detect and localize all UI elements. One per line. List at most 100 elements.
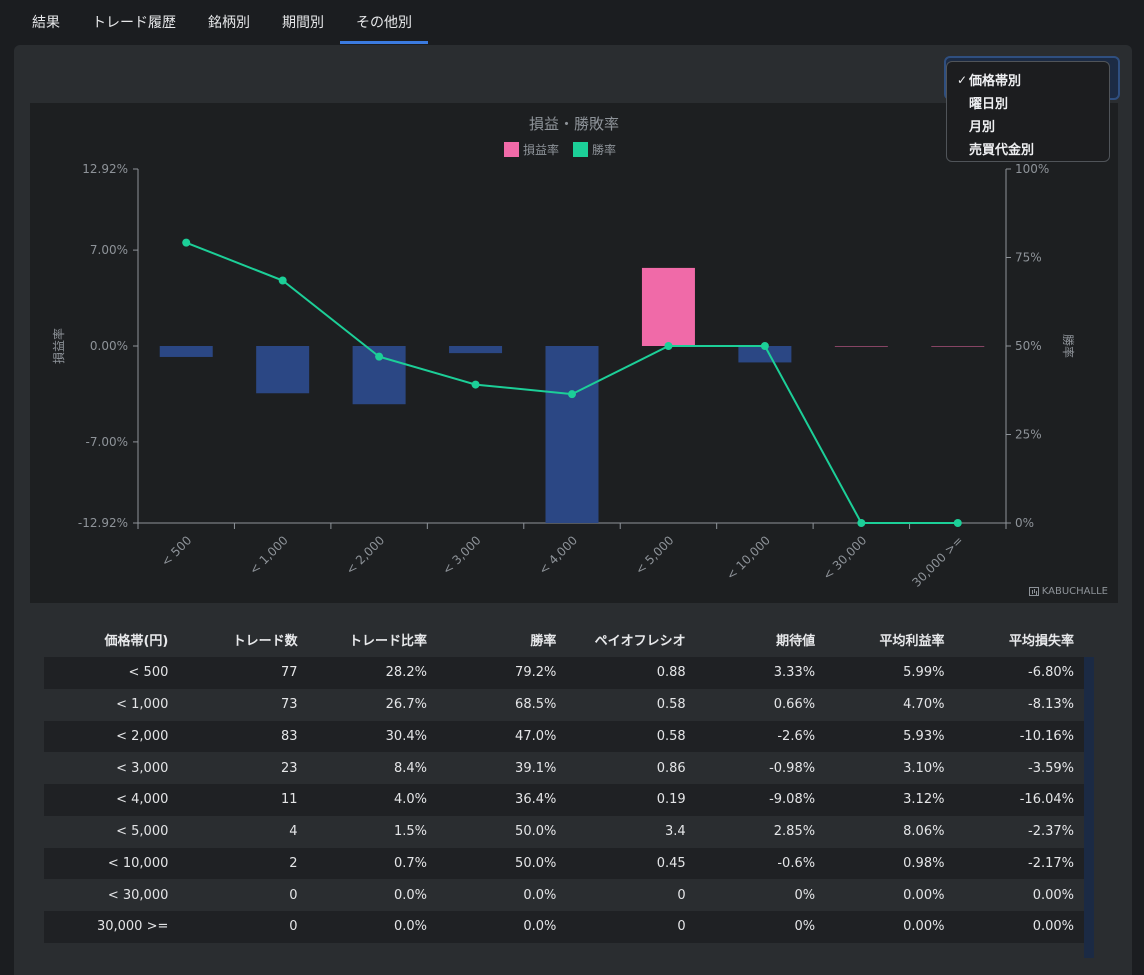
legend-label-winrate: 勝率 (592, 143, 617, 157)
table-cell: -0.98% (769, 760, 816, 776)
table-row: < 10,000 2 0.7% 50.0% 0.45 -0.6% 0.98% -2.17% (44, 847, 1084, 880)
menu-item-weekday[interactable]: 曜日別 (947, 91, 1109, 114)
table-cell: 83 (281, 728, 298, 744)
x-tick-label: < 5,000 (633, 533, 677, 577)
legend-label-pnl: 損益率 (523, 143, 560, 157)
table-cell: 26.7% (385, 697, 427, 713)
menu-item-month[interactable]: 月別 (947, 114, 1109, 137)
table-cell: 0.19 (656, 792, 686, 808)
tab-by-period[interactable]: 期間別 (282, 15, 324, 31)
table-cell: 4.70% (903, 697, 945, 713)
table-cell: 3.4 (664, 824, 686, 840)
table-cell: < 5,000 (116, 824, 169, 840)
tab-trade-history[interactable]: トレード履歴 (92, 15, 176, 31)
bar-pnl (641, 267, 695, 346)
table-cell: 36.4% (515, 792, 557, 808)
col-header-trade-ratio[interactable]: トレード比率 (348, 634, 427, 649)
x-tick-label: < 2,000 (343, 533, 387, 577)
table-cell: < 2,000 (116, 728, 169, 744)
y-right-axis-label: 勝率 (1061, 334, 1076, 358)
y-left-axis-label: 損益率 (51, 328, 66, 364)
y-left-tick-label: 0.00% (90, 339, 128, 353)
table-cell: 2 (289, 855, 298, 871)
table-cell: 8.06% (903, 824, 945, 840)
table-row: < 500 77 28.2% 79.2% 0.88 3.33% 5.99% -6.80% (44, 657, 1084, 689)
table-cell: 3.12% (903, 792, 945, 808)
legend-item-winrate[interactable]: 勝率 (573, 141, 616, 158)
legend-item-pnl[interactable]: 損益率 (504, 141, 559, 158)
table-row: 30,000 >= 0 0.0% 0.0% 0 0% 0.00% 0.00% (44, 911, 1084, 943)
table-cell: -6.80% (1028, 665, 1074, 681)
menu-item-trading-value[interactable]: 売買代金別 (947, 137, 1109, 160)
bar-pnl (449, 346, 503, 354)
table-cell: 79.2% (515, 665, 557, 681)
bar-pnl (545, 346, 599, 523)
col-header-payoff-ratio[interactable]: ペイオフレシオ (594, 634, 686, 649)
chart-title: 損益・勝敗率 (528, 115, 619, 133)
y-left-tick-label: 12.92% (82, 162, 128, 176)
y-right-tick-label: 100% (1015, 162, 1049, 176)
table-cell: -8.13% (1028, 697, 1074, 713)
menu-item-label: 価格帯別 (969, 74, 1022, 89)
point-winrate (857, 519, 866, 527)
table-cell: 4.0% (393, 792, 427, 808)
table-cell: 11 (281, 792, 298, 808)
table-cell: < 1,000 (116, 697, 169, 713)
table-cell: 0% (794, 887, 816, 903)
y-left-tick-label: 7.00% (90, 243, 128, 257)
table-cell: -2.17% (1028, 855, 1074, 871)
table-cell: 5.93% (903, 728, 945, 744)
table-cell: 0.00% (903, 887, 945, 903)
point-winrate (375, 352, 384, 361)
col-header-win-rate[interactable]: 勝率 (530, 634, 557, 649)
x-tick-label: < 3,000 (440, 533, 484, 577)
x-tick-label: < 1,000 (247, 533, 291, 577)
tab-other[interactable]: その他別 (340, 0, 428, 44)
pnl-winrate-chart: 損益・勝敗率 損益率 勝率 12.92% 7.00% 0.00% -7.00% -12.… (30, 103, 1118, 603)
table-cell: 0.00% (1032, 887, 1074, 903)
table-cell: 0.66% (773, 697, 816, 713)
tab-by-stock[interactable]: 銘柄別 (208, 15, 250, 31)
table-cell: 0 (289, 887, 298, 903)
table-cell: < 10,000 (107, 855, 169, 871)
table-cell: 0.88 (656, 665, 686, 681)
y-left-tick-label: -7.00% (86, 435, 128, 449)
point-winrate (471, 380, 480, 389)
col-header-trade-count[interactable]: トレード数 (232, 634, 298, 649)
table-cell: < 3,000 (116, 760, 169, 776)
tab-results[interactable]: 結果 (32, 15, 60, 31)
y-right-tick-label: 25% (1015, 428, 1042, 442)
x-tick-label: 30,000 >= (909, 533, 966, 590)
x-tick-label: < 500 (158, 533, 194, 569)
table-cell: 3.10% (903, 760, 945, 776)
check-icon: ✓ (956, 72, 967, 87)
bar-pnl (159, 346, 213, 357)
watermark-text: KABUCHALLE (1041, 586, 1108, 597)
menu-item-price-band[interactable]: ✓ 価格帯別 (947, 68, 1109, 91)
table-row: < 5,000 4 1.5% 50.0% 3.4 2.85% 8.06% -2.37% (44, 815, 1084, 848)
table-scrollbar[interactable] (1084, 657, 1094, 958)
col-header-price-band[interactable]: 価格帯(円) (104, 634, 169, 649)
y-right-tick-label: 50% (1015, 339, 1042, 353)
table-cell: < 30,000 (107, 887, 169, 903)
stats-table: 価格帯(円) トレード数 トレード比率 勝率 ペイオフレシオ 期待値 平均利益率… (44, 622, 1084, 943)
table-cell: < 4,000 (116, 792, 169, 808)
chart-plot: 12.92% 7.00% 0.00% -7.00% -12.92% 100% 75% 50% 2… (51, 162, 1076, 590)
legend-swatch-winrate (573, 142, 589, 157)
col-header-avg-profit[interactable]: 平均利益率 (879, 634, 945, 649)
table-row: < 4,000 11 4.0% 36.4% 0.19 -9.08% 3.12% -16.04% (44, 784, 1084, 816)
col-header-expected-value[interactable]: 期待値 (776, 634, 816, 649)
table-cell: 0% (794, 919, 816, 935)
table-row: < 30,000 0 0.0% 0.0% 0 0% 0.00% 0.00% (44, 879, 1084, 911)
table-cell: 0.45 (656, 855, 686, 871)
watermark: KABUCHALLE (1028, 586, 1108, 597)
table-cell: 4 (289, 824, 298, 840)
table-cell: 2.85% (773, 824, 816, 840)
col-header-avg-loss[interactable]: 平均損失率 (1008, 634, 1074, 649)
table-cell: 0.7% (393, 855, 427, 871)
table-cell: -2.6% (777, 728, 816, 744)
menu-item-label: 売買代金別 (969, 143, 1035, 158)
table-cell: 0.00% (1032, 919, 1074, 935)
table-cell: 0.0% (523, 887, 557, 903)
menu-item-label: 曜日別 (969, 97, 1009, 112)
